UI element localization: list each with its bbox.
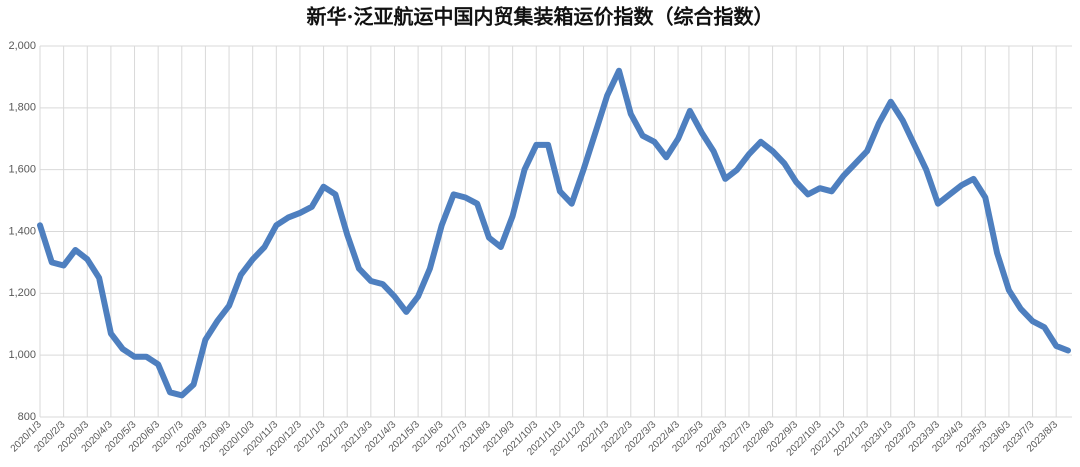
y-tick-label: 800	[18, 411, 36, 423]
y-tick-label: 2,000	[8, 40, 36, 52]
y-tick-label: 1,800	[8, 102, 36, 114]
series-line	[37, 67, 1071, 399]
y-tick-label: 1,200	[8, 287, 36, 299]
y-tick-label: 1,600	[8, 164, 36, 176]
y-tick-label: 1,400	[8, 225, 36, 237]
chart-title: 新华·泛亚航运中国内贸集装箱运价指数（综合指数）	[307, 5, 774, 29]
y-tick-label: 1,000	[8, 349, 36, 361]
